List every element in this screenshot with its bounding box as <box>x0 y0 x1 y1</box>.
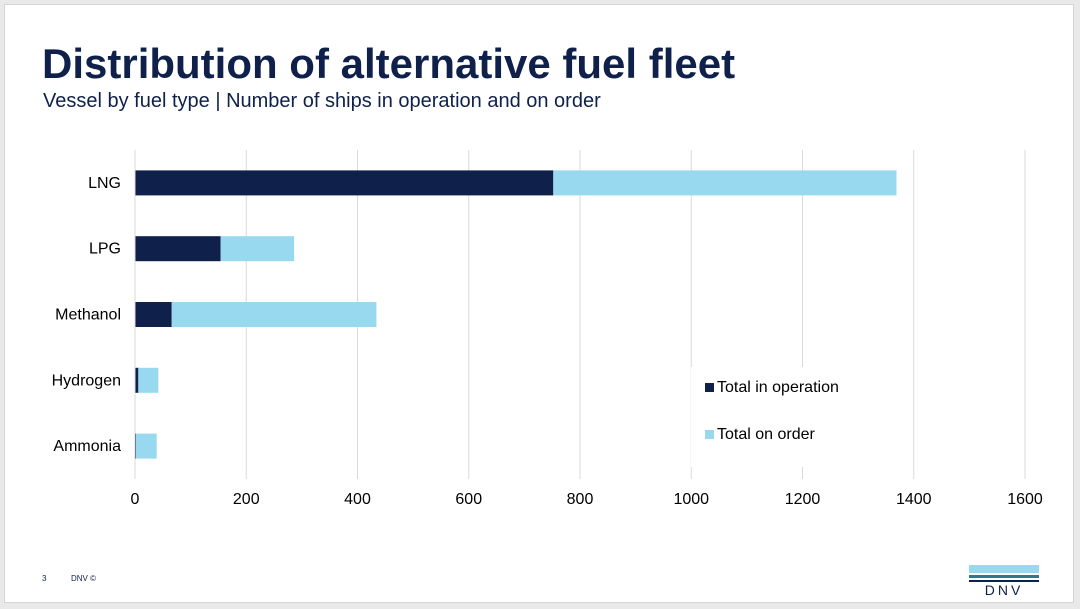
legend-swatch <box>705 430 714 439</box>
x-tick-label: 1200 <box>785 491 821 508</box>
bar-in-operation <box>135 170 554 196</box>
x-tick-label: 1000 <box>673 491 709 508</box>
bar-on-order <box>171 302 377 327</box>
page-subtitle: Vessel by fuel type | Number of ships in… <box>43 90 601 112</box>
bar-in-operation <box>135 302 172 327</box>
bar-on-order <box>220 236 295 262</box>
page-number: 3 <box>42 574 47 583</box>
y-category-label: LPG <box>89 241 121 258</box>
logo-band-bottom <box>969 580 1039 582</box>
y-category-label: Hydrogen <box>52 372 121 389</box>
logo-band-middle <box>969 575 1039 578</box>
page-title: Distribution of alternative fuel fleet <box>42 40 736 87</box>
x-tick-label: 0 <box>131 491 140 508</box>
legend-box <box>691 367 891 467</box>
legend-label: Total in operation <box>717 379 839 396</box>
bar-on-order <box>138 367 159 393</box>
bar-in-operation <box>135 367 139 393</box>
x-tick-label: 1600 <box>1007 491 1043 508</box>
bar-in-operation <box>135 433 137 459</box>
x-tick-label: 600 <box>455 491 482 508</box>
logo-wordmark: DNV <box>984 582 1024 598</box>
copyright-text: DNV © <box>71 574 97 583</box>
logo-band-top <box>969 565 1039 573</box>
y-category-label: Methanol <box>55 307 121 324</box>
slide: Distribution of alternative fuel fleet V… <box>4 4 1074 603</box>
legend-label: Total on order <box>717 426 816 443</box>
x-tick-label: 800 <box>567 491 594 508</box>
dnv-logo: DNV <box>969 565 1039 597</box>
y-category-label: LNG <box>88 175 121 192</box>
bar-on-order <box>553 170 897 196</box>
x-tick-label: 400 <box>344 491 371 508</box>
bar-in-operation <box>135 236 221 262</box>
y-category-label: Ammonia <box>53 438 121 455</box>
legend-swatch <box>705 383 714 392</box>
bar-chart: 0 200 400 600 800 1000 1200 1400 1600 LNG LPG Metha… <box>52 150 1043 508</box>
x-tick-label: 1400 <box>896 491 932 508</box>
x-tick-label: 200 <box>233 491 260 508</box>
bar-on-order <box>136 433 157 459</box>
